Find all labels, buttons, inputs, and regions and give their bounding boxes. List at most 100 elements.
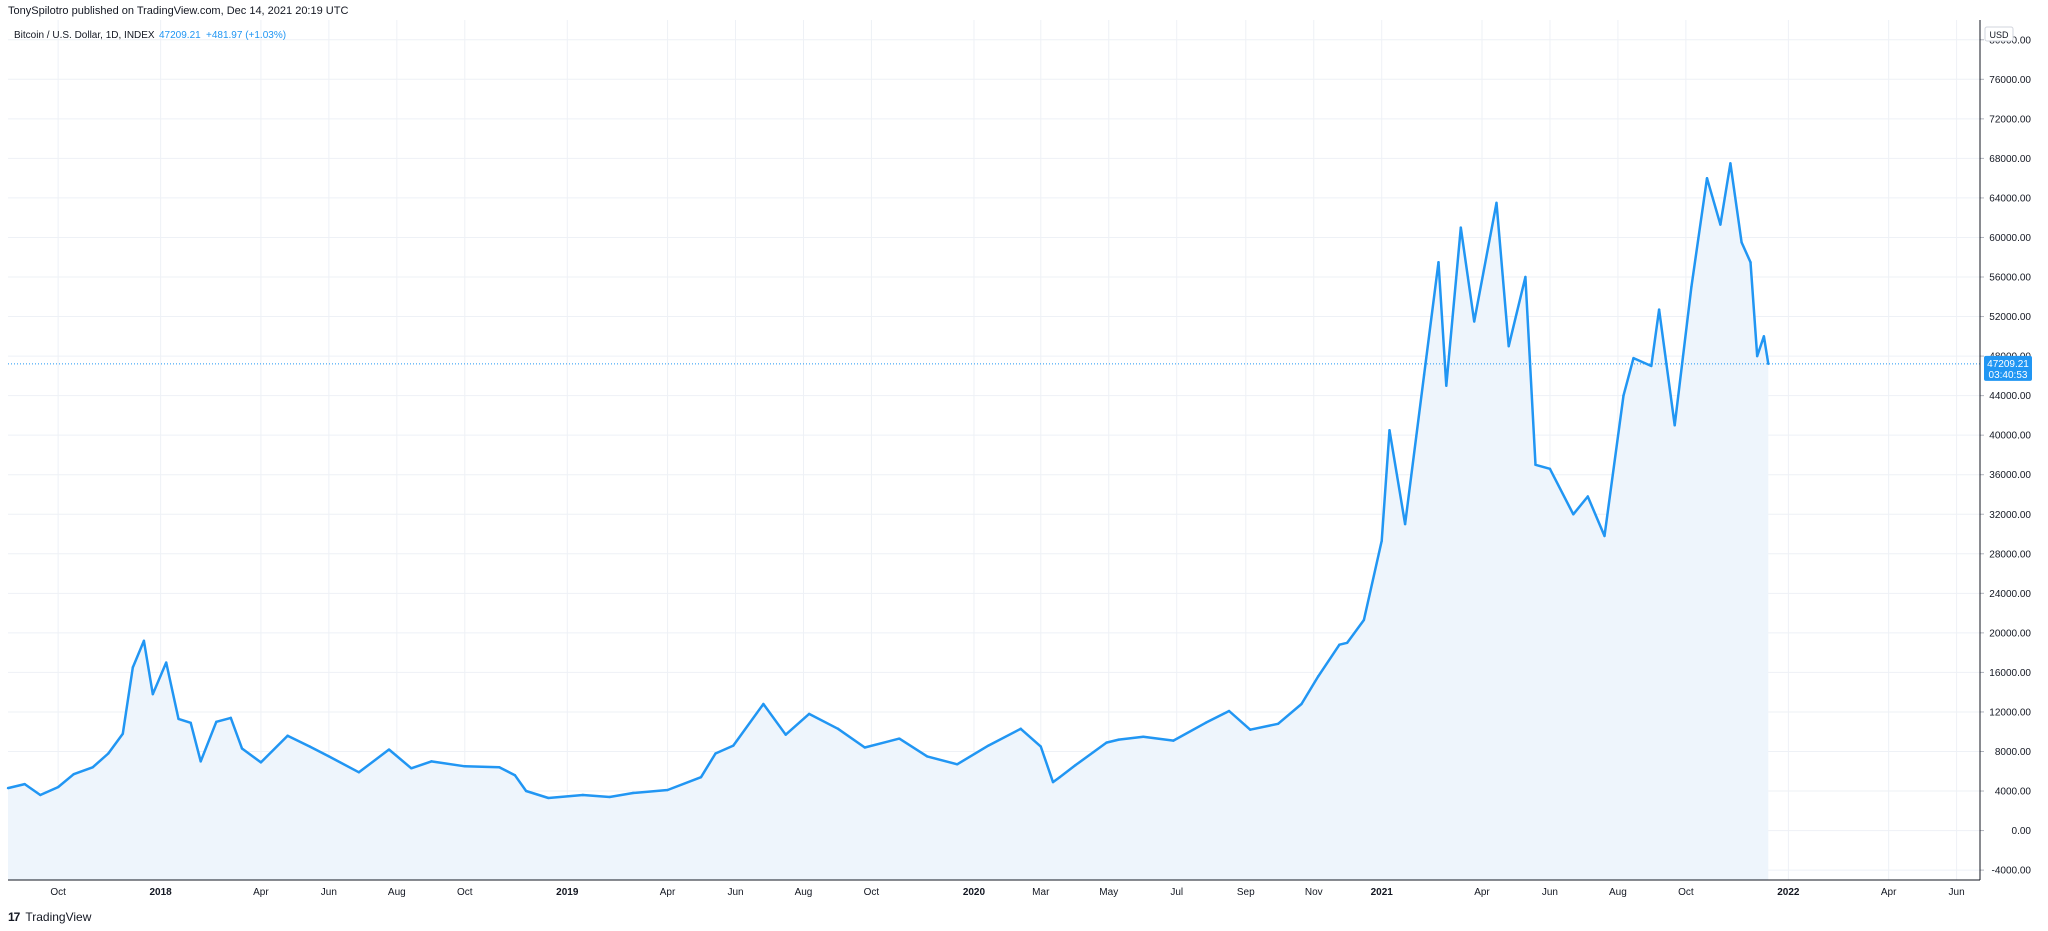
data-point: [836, 727, 840, 730]
data-point: [1338, 643, 1341, 646]
data-point: [1422, 373, 1426, 377]
data-point: [631, 791, 635, 795]
data-point: [327, 755, 331, 758]
x-tick-label: Jul: [1170, 887, 1183, 898]
x-tick-label: Jun: [1542, 887, 1558, 898]
data-point: [1317, 675, 1320, 678]
data-point: [165, 661, 168, 664]
tradingview-brand: TradingView: [25, 910, 92, 924]
data-point: [1586, 495, 1590, 498]
data-point: [1749, 260, 1752, 264]
data-point: [1300, 702, 1303, 706]
data-point: [1437, 260, 1440, 264]
data-points: [6, 162, 1770, 800]
x-tick-label: 2020: [963, 887, 986, 898]
x-tick-label: Oct: [50, 887, 66, 898]
data-point: [199, 760, 202, 763]
data-point: [1755, 354, 1759, 358]
data-point: [1548, 467, 1552, 470]
y-tick-label: 64000.00: [1989, 193, 2031, 204]
footer: 17 TradingView: [8, 910, 91, 924]
data-point: [72, 773, 75, 776]
legend-symbol: Bitcoin / U.S. Dollar, 1D, INDEX: [14, 30, 155, 41]
x-tick-label: Aug: [1609, 887, 1627, 898]
data-point: [430, 760, 433, 763]
data-point: [215, 720, 218, 724]
x-tick-label: 2021: [1371, 887, 1394, 898]
data-point: [1276, 722, 1280, 726]
data-point: [410, 767, 413, 770]
data-point: [229, 716, 233, 720]
data-point: [1740, 241, 1743, 244]
data-point: [1495, 201, 1498, 205]
currency-box[interactable]: [1984, 26, 2014, 42]
data-point: [898, 737, 901, 740]
x-tick-label: Sep: [1237, 887, 1255, 898]
data-point: [1051, 780, 1055, 784]
data-point: [1074, 764, 1077, 767]
data-point: [1227, 709, 1231, 713]
data-point: [1690, 285, 1693, 289]
data-point: [1388, 429, 1391, 432]
y-tick-label: 76000.00: [1989, 75, 2031, 86]
y-tick-label: 36000.00: [1989, 470, 2031, 481]
x-tick-label: Apr: [1474, 887, 1490, 898]
y-tick-label: 8000.00: [1995, 747, 2032, 758]
data-point: [463, 765, 466, 768]
data-point: [39, 793, 42, 797]
y-tick-label: 0.00: [2012, 826, 2032, 837]
data-point: [1172, 739, 1175, 742]
data-point: [608, 795, 611, 799]
data-point: [387, 748, 391, 751]
data-point: [956, 763, 959, 766]
data-point: [56, 785, 60, 789]
y-tick-label: 52000.00: [1989, 312, 2031, 323]
y-tick-label: 24000.00: [1989, 589, 2031, 600]
y-tick-label: 56000.00: [1989, 273, 2031, 284]
data-point: [1507, 345, 1510, 348]
data-point: [1019, 727, 1022, 730]
data-point: [1445, 384, 1448, 387]
data-point: [699, 775, 703, 779]
data-point: [177, 717, 180, 721]
y-tick-label: 16000.00: [1989, 668, 2031, 679]
y-tick-label: 68000.00: [1989, 154, 2031, 165]
x-tick-label: Aug: [388, 887, 406, 898]
data-point: [240, 747, 244, 750]
data-point: [784, 733, 787, 736]
data-point: [987, 744, 990, 747]
y-tick-label: 32000.00: [1989, 510, 2031, 521]
published-line: TonySpilotro published on TradingView.co…: [8, 5, 349, 17]
data-point: [1705, 176, 1709, 180]
data-point: [23, 782, 26, 786]
x-tick-label: Mar: [1032, 887, 1050, 898]
data-point: [151, 692, 155, 696]
data-point: [1117, 738, 1120, 741]
data-point: [1650, 364, 1653, 368]
x-tick-label: Nov: [1305, 887, 1323, 898]
x-tick-label: Oct: [1678, 887, 1694, 898]
y-tick-label: 12000.00: [1989, 707, 2031, 718]
currency-label: USD: [1989, 30, 2009, 40]
data-point: [732, 744, 735, 747]
x-tick-label: Apr: [253, 887, 269, 898]
data-point: [1039, 745, 1042, 748]
data-point: [581, 793, 585, 797]
x-tick-label: Aug: [795, 887, 813, 898]
legend-last: 47209.21: [159, 30, 201, 41]
legend-change: +481.97 (+1.03%): [206, 30, 286, 41]
data-point: [107, 752, 110, 755]
data-point: [1729, 162, 1732, 165]
data-point: [863, 746, 866, 749]
price-area-fill: [8, 163, 1769, 881]
x-tick-label: Jun: [1949, 887, 1965, 898]
x-tick-label: Jun: [727, 887, 743, 898]
data-point: [6, 786, 10, 790]
data-point: [498, 766, 501, 769]
data-point: [1249, 728, 1252, 731]
data-point: [1534, 463, 1537, 467]
y-tick-label: 28000.00: [1989, 549, 2031, 560]
data-point: [1380, 539, 1383, 543]
y-tick-label: 20000.00: [1989, 628, 2031, 639]
